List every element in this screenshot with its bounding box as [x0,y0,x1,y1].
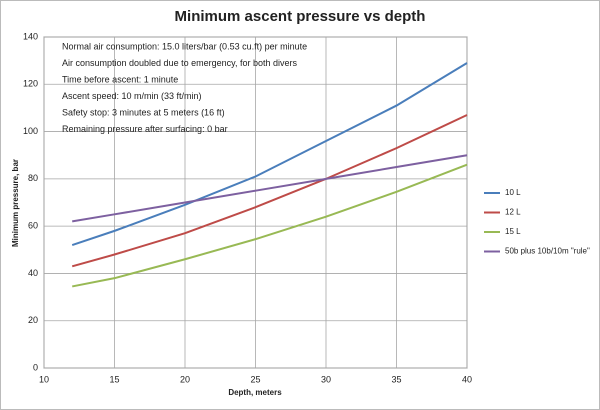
annotation: Normal air consumption: 15.0 liters/bar … [62,41,307,51]
legend-label: 15 L [505,227,521,236]
y-tick-label: 80 [28,173,38,183]
x-tick-label: 35 [391,374,401,384]
x-tick-label: 10 [39,374,49,384]
x-axis-label: Depth, meters [228,388,282,397]
annotation: Remaining pressure after surfacing: 0 ba… [62,124,228,134]
x-tick-label: 30 [321,374,331,384]
annotation: Air consumption doubled due to emergency… [62,58,297,68]
legend-label: 10 L [505,188,521,197]
legend-label: 12 L [505,208,521,217]
y-tick-label: 20 [28,315,38,325]
y-tick-label: 40 [28,268,38,278]
line-series [72,154,468,223]
x-tick-label: 25 [250,374,260,384]
line-series [71,62,468,247]
y-tick-label: 140 [23,31,38,41]
chart-title: Minimum ascent pressure vs depth [175,8,426,25]
y-axis-label: Minimum pressure, bar [11,159,20,247]
annotation: Safety stop: 3 minutes at 5 meters (16 f… [62,107,225,117]
x-tick-label: 15 [109,374,119,384]
y-tick-label: 100 [23,126,38,136]
annotation: Time before ascent: 1 minute [62,74,178,84]
x-tick-label: 40 [462,374,472,384]
line-series [71,114,468,268]
y-tick-label: 0 [33,362,38,372]
line-series [72,163,468,288]
x-tick-label: 20 [180,374,190,384]
y-tick-label: 60 [28,221,38,231]
y-tick-label: 120 [23,79,38,89]
legend-label: 50b plus 10b/10m "rule" [505,247,590,256]
annotation: Ascent speed: 10 m/min (33 ft/min) [62,91,202,101]
